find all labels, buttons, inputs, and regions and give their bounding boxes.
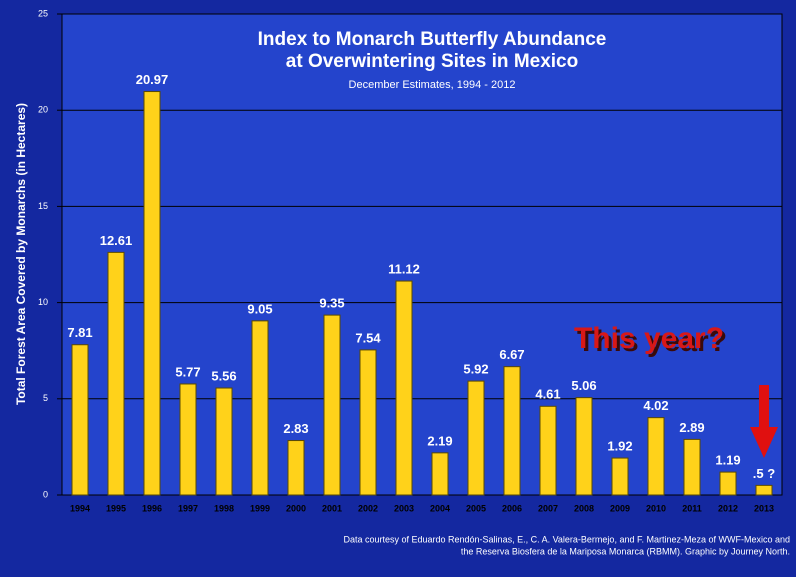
value-label: 9.05 (247, 301, 272, 316)
bar (755, 484, 773, 496)
value-label: 2.89 (679, 420, 704, 435)
credit: the Reserva Biosfera de la Mariposa Mona… (461, 546, 790, 556)
y-tick-label: 15 (38, 201, 48, 211)
bar (683, 438, 701, 496)
y-tick-label: 10 (38, 297, 48, 307)
x-tick-label: 2010 (646, 503, 666, 513)
x-tick-label: 1999 (250, 503, 270, 513)
x-tick-label: 2011 (682, 503, 702, 513)
value-label: .5 ? (753, 466, 775, 481)
bar (143, 91, 161, 496)
y-tick-label: 5 (43, 393, 48, 403)
bar (611, 457, 629, 496)
bar (503, 366, 521, 496)
bar (431, 452, 449, 496)
y-axis-label: Total Forest Area Covered by Monarchs (i… (14, 103, 28, 405)
bar (179, 383, 197, 496)
x-tick-label: 2012 (718, 503, 738, 513)
value-label: 4.61 (535, 387, 560, 402)
bar (71, 344, 89, 496)
x-tick-label: 2006 (502, 503, 522, 513)
value-label: 7.81 (67, 325, 92, 340)
bar (539, 405, 557, 496)
bar (719, 471, 737, 496)
bar (251, 320, 269, 496)
value-label: 11.12 (388, 261, 420, 276)
annotation-shadow: This year? (577, 325, 727, 358)
x-tick-label: 1997 (178, 503, 198, 513)
x-tick-label: 2001 (322, 503, 342, 513)
value-label: 7.54 (355, 330, 381, 345)
bar (467, 380, 485, 496)
x-tick-label: 2008 (574, 503, 594, 513)
value-label: 20.97 (136, 72, 169, 87)
chart-title: at Overwintering Sites in Mexico (286, 51, 578, 72)
value-label: 9.35 (319, 296, 344, 311)
value-label: 1.92 (607, 438, 632, 453)
bar (647, 417, 665, 496)
bar (287, 440, 305, 496)
chart-title: Index to Monarch Butterfly Abundance (258, 29, 607, 50)
x-tick-label: 2004 (430, 503, 450, 513)
arrow (750, 385, 778, 458)
value-label: 2.83 (283, 421, 308, 436)
x-tick-label: 1994 (70, 503, 90, 513)
value-label: 5.06 (571, 378, 596, 393)
bar (359, 349, 377, 496)
bar (395, 280, 413, 496)
x-tick-label: 1996 (142, 503, 162, 513)
x-tick-label: 2013 (754, 503, 774, 513)
bar (215, 387, 233, 496)
bar (323, 314, 341, 496)
value-label: 1.19 (715, 453, 740, 468)
x-tick-label: 2007 (538, 503, 558, 513)
x-tick-label: 2003 (394, 503, 414, 513)
y-tick-label: 0 (43, 489, 48, 499)
x-tick-label: 1995 (106, 503, 126, 513)
y-tick-label: 25 (38, 8, 48, 18)
x-tick-label: 2000 (286, 503, 306, 513)
value-label: 6.67 (499, 347, 524, 362)
bar (107, 251, 125, 496)
value-label: 12.61 (100, 233, 133, 248)
value-label: 5.92 (463, 362, 488, 377)
bar (575, 397, 593, 496)
annotation: This year? (574, 322, 724, 355)
credit: Data courtesy of Eduardo Rendón-Salinas,… (343, 534, 790, 544)
value-label: 2.19 (427, 433, 452, 448)
x-tick-label: 1998 (214, 503, 234, 513)
chart-subtitle: December Estimates, 1994 - 2012 (349, 79, 516, 91)
value-label: 5.56 (211, 368, 236, 383)
value-label: 4.02 (643, 398, 668, 413)
y-tick-label: 20 (38, 105, 48, 115)
x-tick-label: 2005 (466, 503, 486, 513)
value-label: 5.77 (175, 364, 200, 379)
x-tick-label: 2002 (358, 503, 378, 513)
x-tick-label: 2009 (610, 503, 630, 513)
